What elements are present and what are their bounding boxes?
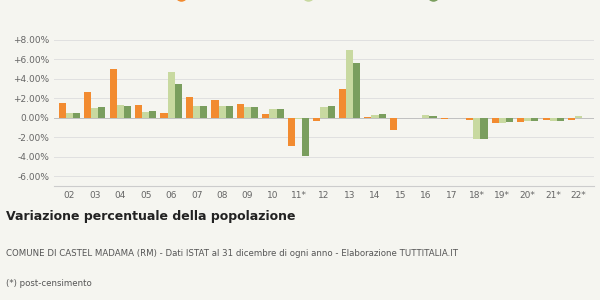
Bar [466,118,473,120]
Bar [517,118,524,122]
Bar [142,112,149,118]
Bar [542,118,550,120]
Bar [149,111,157,118]
Text: (*) post-censimento: (*) post-censimento [6,279,92,288]
Bar [116,105,124,118]
Bar [390,118,397,130]
Bar [473,118,481,139]
Bar [211,100,218,118]
Bar [422,115,430,118]
Bar [440,118,448,119]
Bar [91,108,98,118]
Bar [262,114,269,118]
Bar [499,118,506,123]
Bar [524,118,532,121]
Bar [346,50,353,118]
Bar [430,116,437,118]
Bar [339,89,346,118]
Bar [200,106,208,118]
Bar [251,107,258,118]
Text: Variazione percentuale della popolazione: Variazione percentuale della popolazione [6,210,296,223]
Bar [124,106,131,118]
Bar [226,106,233,118]
Bar [313,118,320,121]
Legend: Castel Madama, Provincia di RM, Lazio: Castel Madama, Provincia di RM, Lazio [168,0,480,3]
Bar [353,63,360,118]
Bar [193,106,200,118]
Bar [175,84,182,118]
Bar [218,106,226,118]
Bar [575,116,582,118]
Bar [295,118,302,119]
Bar [288,118,295,146]
Bar [269,109,277,118]
Bar [277,109,284,118]
Bar [167,72,175,118]
Bar [491,118,499,123]
Bar [532,118,538,121]
Bar [557,118,564,121]
Bar [73,113,80,118]
Bar [186,97,193,118]
Bar [135,105,142,118]
Bar [244,107,251,118]
Bar [160,113,167,118]
Bar [328,106,335,118]
Bar [371,115,379,118]
Bar [320,107,328,118]
Bar [568,118,575,120]
Text: COMUNE DI CASTEL MADAMA (RM) - Dati ISTAT al 31 dicembre di ogni anno - Elaboraz: COMUNE DI CASTEL MADAMA (RM) - Dati ISTA… [6,249,458,258]
Bar [66,113,73,118]
Bar [84,92,91,118]
Bar [506,118,513,122]
Bar [364,117,371,118]
Bar [59,103,66,118]
Bar [110,69,116,118]
Bar [237,104,244,118]
Bar [379,114,386,118]
Bar [481,118,488,139]
Bar [550,118,557,121]
Bar [302,118,309,156]
Bar [98,107,106,118]
